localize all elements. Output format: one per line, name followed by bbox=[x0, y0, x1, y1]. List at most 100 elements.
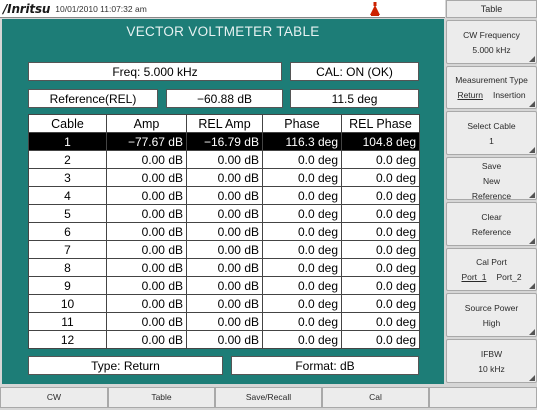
measurement-type-readout: Type: Return bbox=[28, 356, 223, 375]
softkey-options: Port_1 Port_2 bbox=[447, 270, 536, 285]
softkey-label: Save bbox=[481, 161, 502, 171]
softkey-ifbw[interactable]: IFBW 10 kHz bbox=[446, 339, 537, 383]
softkey-label: Source Power bbox=[464, 303, 519, 313]
softkey-label: Measurement Type bbox=[455, 75, 528, 85]
cell-amp: 0.00 dB bbox=[106, 186, 187, 205]
menu-save-recall[interactable]: Save/Recall bbox=[215, 387, 322, 408]
submenu-corner-icon bbox=[529, 238, 535, 244]
softkey-option: Insertion bbox=[492, 90, 526, 100]
softkey-cw-frequency[interactable]: CW Frequency 5.000 kHz bbox=[446, 20, 537, 64]
softkey-label: Reference bbox=[471, 227, 512, 237]
cell-cable: 8 bbox=[28, 258, 107, 277]
softkey-cal-port[interactable]: Cal Port Port_1 Port_2 bbox=[446, 248, 537, 291]
cell-amp: 0.00 dB bbox=[106, 258, 187, 277]
table-row[interactable]: 12 0.00 dB 0.00 dB 0.0 deg 0.0 deg bbox=[28, 330, 420, 349]
menu-title: Table bbox=[446, 0, 537, 18]
cell-phase: 0.0 deg bbox=[262, 150, 342, 169]
softkey-option: Port_1 bbox=[461, 272, 487, 282]
softkey-label: New bbox=[482, 176, 500, 186]
menu-cal[interactable]: Cal bbox=[322, 387, 429, 408]
date-time: 10/01/2010 11:07:32 am bbox=[55, 3, 147, 14]
table-row[interactable]: 5 0.00 dB 0.00 dB 0.0 deg 0.0 deg bbox=[28, 204, 420, 223]
cell-cable: 9 bbox=[28, 276, 107, 295]
cell-amp: 0.00 dB bbox=[106, 204, 187, 223]
table-row[interactable]: 4 0.00 dB 0.00 dB 0.0 deg 0.0 deg bbox=[28, 186, 420, 205]
cal-status: CAL: ON (OK) bbox=[290, 62, 419, 81]
menu-cw[interactable]: CW bbox=[0, 387, 108, 408]
table-row[interactable]: 9 0.00 dB 0.00 dB 0.0 deg 0.0 deg bbox=[28, 276, 420, 295]
cell-rel-phase: 0.0 deg bbox=[341, 294, 420, 313]
cell-phase: 0.0 deg bbox=[262, 222, 342, 241]
cell-cable: 4 bbox=[28, 186, 107, 205]
status-bar: /Inritsu 10/01/2010 11:07:32 am bbox=[0, 0, 445, 18]
table-row[interactable]: 8 0.00 dB 0.00 dB 0.0 deg 0.0 deg bbox=[28, 258, 420, 277]
cable-table: Cable Amp REL Amp Phase REL Phase 1 −77.6… bbox=[28, 114, 420, 349]
cell-rel-amp: 0.00 dB bbox=[186, 150, 263, 169]
cell-rel-phase: 0.0 deg bbox=[341, 276, 420, 295]
softkey-save-new-reference[interactable]: Save New Reference bbox=[446, 157, 537, 201]
softkey-source-power[interactable]: Source Power High bbox=[446, 293, 537, 337]
main-menu-bar: CW Table Save/Recall Cal bbox=[0, 385, 537, 410]
cell-phase: 116.3 deg bbox=[262, 132, 342, 151]
submenu-corner-icon bbox=[529, 329, 535, 335]
softkey-select-cable[interactable]: Select Cable 1 bbox=[446, 111, 537, 155]
softkey-measurement-type[interactable]: Measurement Type Return Insertion bbox=[446, 66, 537, 109]
header-rel-phase: REL Phase bbox=[341, 114, 420, 133]
submenu-corner-icon bbox=[529, 192, 535, 198]
table-header-row: Cable Amp REL Amp Phase REL Phase bbox=[28, 114, 420, 133]
softkey-option: Return bbox=[457, 90, 483, 100]
submenu-corner-icon bbox=[529, 56, 535, 62]
cell-rel-phase: 0.0 deg bbox=[341, 168, 420, 187]
table-row[interactable]: 10 0.00 dB 0.00 dB 0.0 deg 0.0 deg bbox=[28, 294, 420, 313]
softkey-label: Select Cable bbox=[467, 121, 516, 131]
cell-rel-amp: 0.00 dB bbox=[186, 258, 263, 277]
table-row[interactable]: 1 −77.67 dB −16.79 dB 116.3 deg 104.8 deg bbox=[28, 132, 420, 151]
softkey-label: Clear bbox=[481, 212, 502, 222]
cell-rel-phase: 104.8 deg bbox=[341, 132, 420, 151]
table-row[interactable]: 6 0.00 dB 0.00 dB 0.0 deg 0.0 deg bbox=[28, 222, 420, 241]
table-row[interactable]: 2 0.00 dB 0.00 dB 0.0 deg 0.0 deg bbox=[28, 150, 420, 169]
menu-table[interactable]: Table bbox=[108, 387, 215, 408]
menu-empty[interactable] bbox=[429, 387, 537, 408]
cell-amp: 0.00 dB bbox=[106, 294, 187, 313]
softkey-menu: Table CW Frequency 5.000 kHz Measurement T… bbox=[446, 0, 537, 384]
cell-cable: 6 bbox=[28, 222, 107, 241]
cell-phase: 0.0 deg bbox=[262, 240, 342, 259]
format-readout: Format: dB bbox=[231, 356, 419, 375]
submenu-corner-icon bbox=[529, 101, 535, 107]
cell-amp: 0.00 dB bbox=[106, 222, 187, 241]
softkey-label: 5.000 kHz bbox=[472, 45, 511, 55]
cell-rel-amp: 0.00 dB bbox=[186, 222, 263, 241]
cell-amp: 0.00 dB bbox=[106, 168, 187, 187]
cell-rel-amp: 0.00 dB bbox=[186, 168, 263, 187]
header-cable: Cable bbox=[28, 114, 107, 133]
cell-rel-amp: 0.00 dB bbox=[186, 312, 263, 331]
cell-phase: 0.0 deg bbox=[262, 294, 342, 313]
brand-logo: /Inritsu bbox=[3, 1, 51, 16]
cell-phase: 0.0 deg bbox=[262, 330, 342, 349]
softkey-label: 10 kHz bbox=[478, 364, 505, 374]
cell-rel-amp: 0.00 dB bbox=[186, 204, 263, 223]
reference-label: Reference(REL) bbox=[28, 89, 158, 108]
header-amp: Amp bbox=[106, 114, 187, 133]
submenu-corner-icon bbox=[529, 283, 535, 289]
cell-phase: 0.0 deg bbox=[262, 186, 342, 205]
softkey-label: High bbox=[482, 318, 501, 328]
softkey-label: Reference bbox=[471, 191, 512, 201]
table-row[interactable]: 3 0.00 dB 0.00 dB 0.0 deg 0.0 deg bbox=[28, 168, 420, 187]
cell-rel-amp: 0.00 dB bbox=[186, 330, 263, 349]
cell-rel-amp: −16.79 dB bbox=[186, 132, 263, 151]
cell-amp: 0.00 dB bbox=[106, 330, 187, 349]
softkey-option: Port_2 bbox=[496, 272, 522, 282]
table-row[interactable]: 7 0.00 dB 0.00 dB 0.0 deg 0.0 deg bbox=[28, 240, 420, 259]
cell-cable: 11 bbox=[28, 312, 107, 331]
cell-rel-phase: 0.0 deg bbox=[341, 312, 420, 331]
cell-rel-phase: 0.0 deg bbox=[341, 204, 420, 223]
reference-phase: 11.5 deg bbox=[290, 89, 419, 108]
table-row[interactable]: 11 0.00 dB 0.00 dB 0.0 deg 0.0 deg bbox=[28, 312, 420, 331]
external-power-icon bbox=[370, 2, 380, 16]
softkey-clear-reference[interactable]: Clear Reference bbox=[446, 202, 537, 246]
cell-amp: 0.00 dB bbox=[106, 276, 187, 295]
cell-rel-amp: 0.00 dB bbox=[186, 294, 263, 313]
cell-amp: 0.00 dB bbox=[106, 312, 187, 331]
